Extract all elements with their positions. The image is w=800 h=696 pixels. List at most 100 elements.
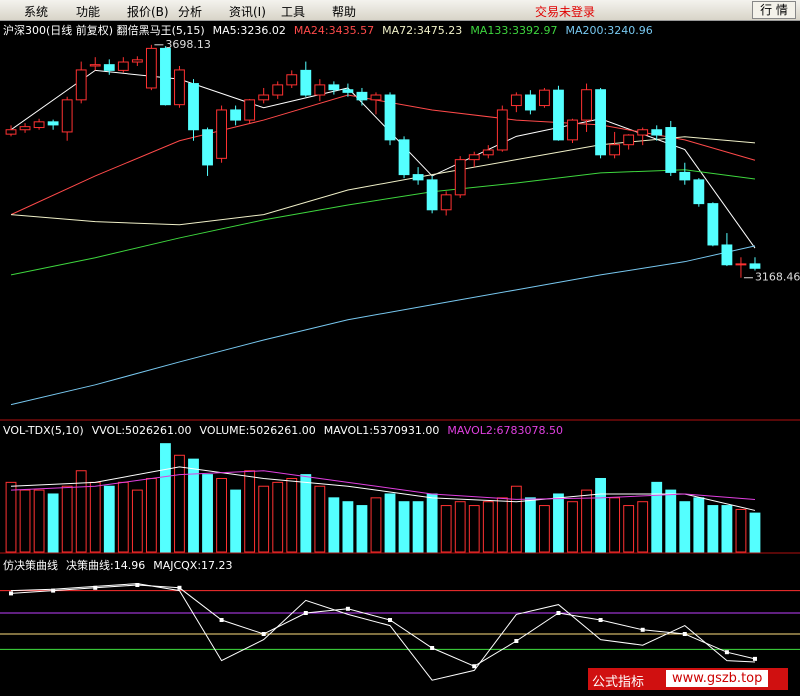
volume-bar	[539, 505, 550, 553]
volume-bar	[202, 474, 213, 553]
header-label: VOLUME:5026261.00	[200, 424, 316, 437]
volume-bar	[398, 501, 410, 553]
line-marker	[303, 611, 308, 615]
candle-body	[524, 94, 536, 111]
header-label: MAVOL1:5370931.00	[324, 424, 440, 437]
candle-body	[145, 47, 157, 89]
line-marker	[93, 585, 98, 590]
annotation-label: 3168.46	[755, 271, 800, 284]
volume-bar	[454, 501, 466, 553]
line-marker	[345, 606, 350, 611]
candle-body	[567, 119, 578, 141]
quote-button[interactable]: 行 情	[752, 1, 796, 19]
header-label: MAVOL2:6783078.50	[447, 424, 563, 437]
header-label: VOL-TDX(5,10)	[3, 424, 84, 437]
volume-bar	[468, 505, 480, 553]
candle-body	[609, 144, 621, 156]
trade-status: 交易未登录	[535, 5, 596, 19]
volume-bar	[314, 485, 326, 553]
candle-body	[553, 89, 564, 141]
candle-body	[174, 69, 185, 106]
candle-body	[623, 134, 635, 146]
volume-bar	[524, 497, 536, 553]
candle-body	[272, 84, 284, 96]
candle-body	[510, 94, 522, 107]
candle-body	[707, 203, 719, 246]
volume-bar	[342, 501, 354, 553]
candle-body	[468, 154, 480, 161]
candle-body	[202, 129, 213, 166]
candle-body	[384, 94, 396, 141]
candle-body	[595, 89, 606, 156]
volume-bar	[131, 489, 143, 553]
candle-body	[496, 109, 508, 151]
indicator-line	[10, 245, 756, 406]
volume-bar	[286, 477, 298, 553]
volume-bar	[553, 493, 564, 553]
chart: 3698.13 3168.46 沪深300(日线 前复权) 翻倍黑马王(5,15) M…	[0, 23, 800, 681]
volume-bar	[160, 443, 171, 553]
volume-bar	[174, 454, 185, 553]
line-marker	[9, 591, 14, 596]
header-label: VVOL:5026261.00	[92, 424, 192, 437]
volume-bar	[581, 489, 592, 553]
candle-body	[160, 47, 171, 106]
volume-bar	[188, 458, 199, 553]
volume-bar	[103, 485, 115, 553]
line-marker	[682, 632, 687, 636]
volume-bar	[426, 493, 438, 553]
header-label: MAJCQX:17.23	[153, 559, 232, 572]
volume-bar	[749, 512, 761, 553]
volume-bar	[623, 505, 635, 553]
menu-bar: 系统 功能 报价(B) 分析 资讯(I) 工具 帮助 交易未登录 行 情	[0, 0, 800, 21]
candle-body	[103, 64, 115, 71]
volume-bar	[47, 493, 59, 553]
volume-bar	[370, 497, 382, 553]
candle-body	[735, 263, 747, 266]
candle-body	[342, 89, 354, 93]
candle-body	[188, 83, 199, 131]
candle-body	[482, 149, 494, 156]
menu-item[interactable]: 系统	[24, 5, 49, 19]
indicator-line	[10, 94, 756, 216]
volume-bar	[693, 497, 705, 553]
indicator-line	[10, 584, 756, 667]
line-marker	[514, 639, 519, 643]
candle-body	[539, 89, 550, 107]
header-label: MA72:3475.23	[382, 24, 462, 37]
candle-body	[440, 194, 452, 211]
volume-bar	[33, 489, 45, 553]
candle-body	[328, 84, 340, 91]
candle-body	[300, 69, 312, 96]
menu-item[interactable]: 分析	[178, 5, 203, 19]
volume-bar	[258, 485, 270, 553]
menu-item[interactable]: 报价(B)	[127, 5, 169, 19]
menu-item[interactable]: 工具	[281, 5, 306, 19]
menu-item[interactable]: 资讯(I)	[229, 5, 266, 19]
candle-body	[721, 244, 733, 266]
line-marker	[724, 650, 729, 655]
volume-bar	[440, 505, 452, 553]
candle-body	[75, 69, 87, 101]
volume-bar	[230, 489, 242, 553]
line-marker	[51, 588, 56, 593]
volume-bar	[300, 474, 312, 553]
menu-item[interactable]: 功能	[76, 5, 101, 19]
volume-bar	[145, 477, 157, 553]
indicator-line	[10, 169, 756, 276]
candle-body	[637, 129, 649, 136]
line-marker	[556, 611, 561, 615]
candle-body	[5, 129, 17, 135]
indicator-line	[10, 69, 756, 249]
candle-body	[47, 121, 59, 126]
indicator-line	[10, 466, 756, 511]
candle-body	[693, 179, 705, 205]
line-marker	[261, 632, 266, 636]
candle-body	[426, 179, 438, 211]
candle-body	[286, 74, 298, 86]
candle-body	[244, 99, 256, 121]
volume-bar	[272, 481, 284, 553]
candle-body	[117, 61, 129, 71]
menu-item[interactable]: 帮助	[332, 5, 357, 19]
